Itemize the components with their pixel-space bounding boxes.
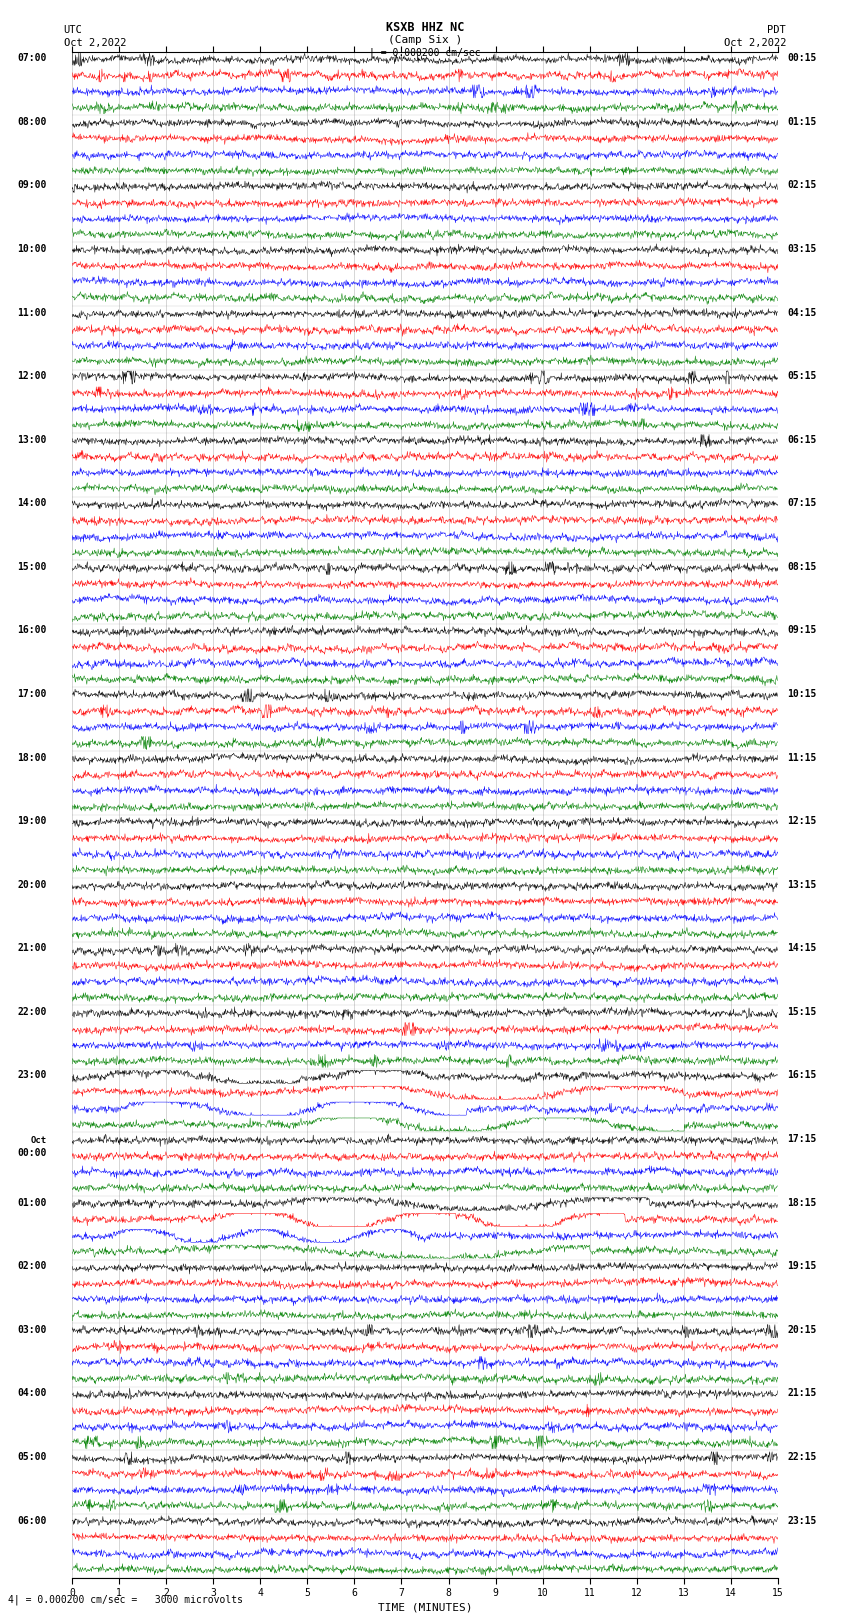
Text: 12:15: 12:15 bbox=[787, 816, 817, 826]
Text: 08:15: 08:15 bbox=[787, 561, 817, 573]
Text: 22:00: 22:00 bbox=[17, 1007, 47, 1016]
Text: 02:00: 02:00 bbox=[17, 1261, 47, 1271]
Text: (Camp Six ): (Camp Six ) bbox=[388, 35, 462, 45]
Text: 10:15: 10:15 bbox=[787, 689, 817, 698]
Text: | = 0.000200 cm/sec: | = 0.000200 cm/sec bbox=[369, 47, 481, 58]
Text: 4| = 0.000200 cm/sec =   3000 microvolts: 4| = 0.000200 cm/sec = 3000 microvolts bbox=[8, 1594, 243, 1605]
Text: 20:15: 20:15 bbox=[787, 1324, 817, 1336]
Text: 03:00: 03:00 bbox=[17, 1324, 47, 1336]
Text: 16:00: 16:00 bbox=[17, 626, 47, 636]
Text: 15:15: 15:15 bbox=[787, 1007, 817, 1016]
Text: 11:00: 11:00 bbox=[17, 308, 47, 318]
Text: 17:15: 17:15 bbox=[787, 1134, 817, 1144]
Text: 00:15: 00:15 bbox=[787, 53, 817, 63]
Text: 14:00: 14:00 bbox=[17, 498, 47, 508]
Text: 20:00: 20:00 bbox=[17, 879, 47, 890]
Text: 14:15: 14:15 bbox=[787, 944, 817, 953]
Text: 01:00: 01:00 bbox=[17, 1197, 47, 1208]
Text: Oct 2,2022: Oct 2,2022 bbox=[64, 39, 127, 48]
Text: 05:15: 05:15 bbox=[787, 371, 817, 381]
Text: 23:15: 23:15 bbox=[787, 1516, 817, 1526]
Text: 07:00: 07:00 bbox=[17, 53, 47, 63]
Text: 13:15: 13:15 bbox=[787, 879, 817, 890]
Text: 05:00: 05:00 bbox=[17, 1452, 47, 1461]
Text: 19:15: 19:15 bbox=[787, 1261, 817, 1271]
Text: 08:00: 08:00 bbox=[17, 116, 47, 127]
Text: 18:00: 18:00 bbox=[17, 753, 47, 763]
Text: 22:15: 22:15 bbox=[787, 1452, 817, 1461]
Text: 16:15: 16:15 bbox=[787, 1071, 817, 1081]
Text: 00:00: 00:00 bbox=[17, 1147, 47, 1158]
Text: 06:00: 06:00 bbox=[17, 1516, 47, 1526]
Text: 09:00: 09:00 bbox=[17, 181, 47, 190]
Text: Oct 2,2022: Oct 2,2022 bbox=[723, 39, 786, 48]
Text: 09:15: 09:15 bbox=[787, 626, 817, 636]
Text: UTC: UTC bbox=[64, 26, 82, 35]
Text: 21:00: 21:00 bbox=[17, 944, 47, 953]
Text: 04:00: 04:00 bbox=[17, 1389, 47, 1398]
X-axis label: TIME (MINUTES): TIME (MINUTES) bbox=[377, 1602, 473, 1611]
Text: 11:15: 11:15 bbox=[787, 753, 817, 763]
Text: 23:00: 23:00 bbox=[17, 1071, 47, 1081]
Text: 06:15: 06:15 bbox=[787, 434, 817, 445]
Text: 01:15: 01:15 bbox=[787, 116, 817, 127]
Text: 03:15: 03:15 bbox=[787, 244, 817, 253]
Text: 15:00: 15:00 bbox=[17, 561, 47, 573]
Text: 17:00: 17:00 bbox=[17, 689, 47, 698]
Text: 12:00: 12:00 bbox=[17, 371, 47, 381]
Text: PDT: PDT bbox=[768, 26, 786, 35]
Text: 10:00: 10:00 bbox=[17, 244, 47, 253]
Text: 19:00: 19:00 bbox=[17, 816, 47, 826]
Text: Oct: Oct bbox=[31, 1137, 47, 1145]
Text: 02:15: 02:15 bbox=[787, 181, 817, 190]
Text: 07:15: 07:15 bbox=[787, 498, 817, 508]
Text: KSXB HHZ NC: KSXB HHZ NC bbox=[386, 21, 464, 34]
Text: 18:15: 18:15 bbox=[787, 1197, 817, 1208]
Text: 21:15: 21:15 bbox=[787, 1389, 817, 1398]
Text: 04:15: 04:15 bbox=[787, 308, 817, 318]
Text: 13:00: 13:00 bbox=[17, 434, 47, 445]
